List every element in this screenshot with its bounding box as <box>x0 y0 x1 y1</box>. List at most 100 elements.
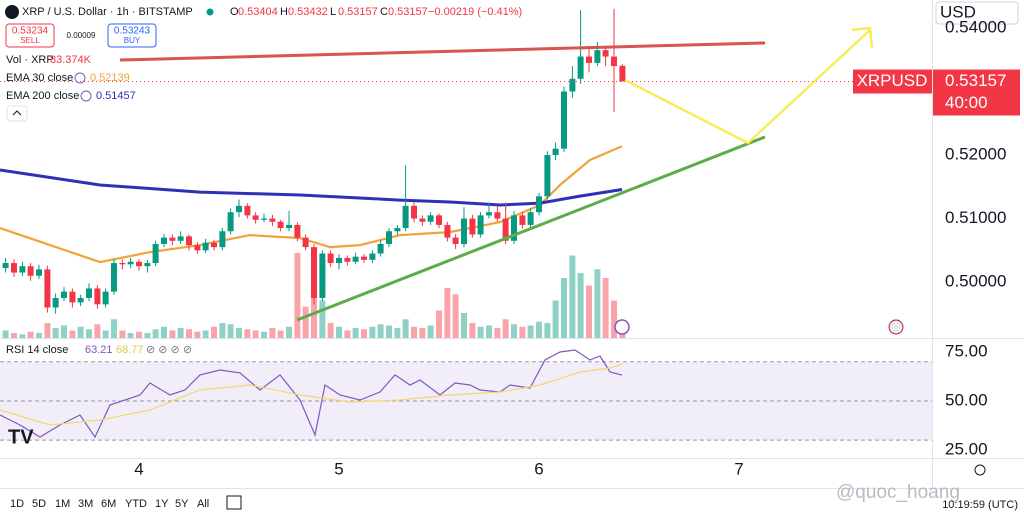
candle-body <box>261 218 267 220</box>
buy-button[interactable] <box>107 23 157 48</box>
volume-bar <box>261 331 267 338</box>
candle-body <box>369 253 376 260</box>
volume-bar <box>86 329 92 338</box>
candle-body <box>136 261 142 267</box>
volume-bar <box>177 328 184 338</box>
candle-body <box>19 266 26 273</box>
volume-bar <box>327 323 334 338</box>
volume-bar <box>477 326 484 338</box>
resistance-line <box>119 41 766 62</box>
ema-line <box>0 168 623 207</box>
symbol-icon <box>5 5 19 19</box>
rsi-line <box>0 363 623 426</box>
settings-gear[interactable] <box>974 464 986 476</box>
volume-bar <box>602 278 609 338</box>
volume-bar <box>394 328 401 338</box>
event-icon[interactable] <box>614 319 630 335</box>
range-button[interactable]: 3M <box>78 498 93 510</box>
volume-bar <box>594 269 601 338</box>
volume-bar <box>52 328 59 338</box>
range-button[interactable]: 6M <box>101 498 116 510</box>
candle-body <box>486 212 492 216</box>
range-button[interactable]: 5Y <box>175 498 189 510</box>
collapse-button[interactable] <box>6 105 28 122</box>
candle-body <box>61 291 67 298</box>
candle-body <box>386 231 392 244</box>
candle-body <box>119 263 126 265</box>
volume-bar <box>519 326 526 338</box>
settings-icon[interactable] <box>74 72 86 84</box>
volume-bar <box>494 328 501 338</box>
volume-bar <box>544 323 551 338</box>
candle-body <box>277 221 284 229</box>
candle-body <box>219 231 226 248</box>
volume-bar <box>169 330 176 338</box>
candle-body <box>577 56 584 79</box>
volume-bar <box>244 329 251 338</box>
range-button[interactable]: 5D <box>32 498 46 510</box>
y-tick-label: 0.51000 <box>945 208 1006 227</box>
volume-bar <box>419 328 426 338</box>
price-tag-text: 0.53157 <box>945 71 1006 90</box>
candle-body <box>527 212 534 225</box>
volume-bar <box>336 326 342 338</box>
candle-body <box>69 291 76 303</box>
currency-button[interactable] <box>935 1 1019 25</box>
volume-bar <box>569 255 576 338</box>
volume-bar <box>127 333 134 338</box>
volume-bar <box>94 324 101 338</box>
sell-button[interactable] <box>5 23 55 48</box>
candle-body <box>586 56 592 63</box>
candle-body <box>319 253 326 298</box>
candle-body <box>2 263 9 269</box>
volume-bar <box>344 330 351 338</box>
y-tick-label: 75.00 <box>945 341 988 360</box>
volume-bar <box>36 333 42 338</box>
candle-body <box>152 243 159 264</box>
candle-body <box>102 291 109 305</box>
range-button[interactable]: YTD <box>125 498 147 510</box>
volume-bar <box>61 325 67 338</box>
range-button[interactable]: 1D <box>10 498 24 510</box>
x-tick-label: 7 <box>734 459 743 478</box>
candle-body <box>52 297 59 308</box>
candle-body <box>619 65 626 82</box>
candle-body <box>169 237 176 241</box>
candle-body <box>244 205 251 216</box>
candle-body <box>361 256 367 260</box>
ema30-value: 0.52139 <box>90 72 130 84</box>
volume-bar <box>444 288 451 338</box>
range-button[interactable]: All <box>197 498 209 510</box>
sell-label: SELL <box>20 36 40 45</box>
rsi-flags: ⊘ ⊘ ⊘ ⊘ <box>146 344 192 356</box>
candle-body <box>227 212 234 232</box>
arrow-head <box>851 26 874 49</box>
y-tick-label: 0.50000 <box>945 272 1006 291</box>
volume-bar <box>469 323 476 338</box>
volume-bar <box>452 294 459 338</box>
y-tick-label: 0.52000 <box>945 145 1006 164</box>
volume-bar <box>561 278 567 338</box>
settings-icon[interactable] <box>80 90 92 102</box>
volume-value: 83.374K <box>50 54 92 66</box>
candle-body <box>352 256 359 262</box>
y-tick-label: 50.00 <box>945 390 988 409</box>
candle-body <box>469 218 476 235</box>
calendar-icon[interactable] <box>226 495 242 510</box>
volume-bar <box>361 329 367 338</box>
flag-icon[interactable] <box>888 319 904 335</box>
ohlc-value: 0.53157 <box>338 6 378 18</box>
volume-bar <box>236 328 242 338</box>
candle-body <box>402 205 409 229</box>
candle-body <box>561 91 567 149</box>
volume-bar <box>352 328 359 338</box>
range-button[interactable]: 1Y <box>155 498 169 510</box>
candle-body <box>86 288 92 298</box>
volume-bar <box>227 324 234 338</box>
volume-bar <box>269 328 276 338</box>
range-button[interactable]: 1M <box>55 498 70 510</box>
candle-body <box>236 205 242 213</box>
symbol-tag <box>853 69 932 94</box>
candle-body <box>602 50 609 57</box>
candle-body <box>552 148 559 156</box>
